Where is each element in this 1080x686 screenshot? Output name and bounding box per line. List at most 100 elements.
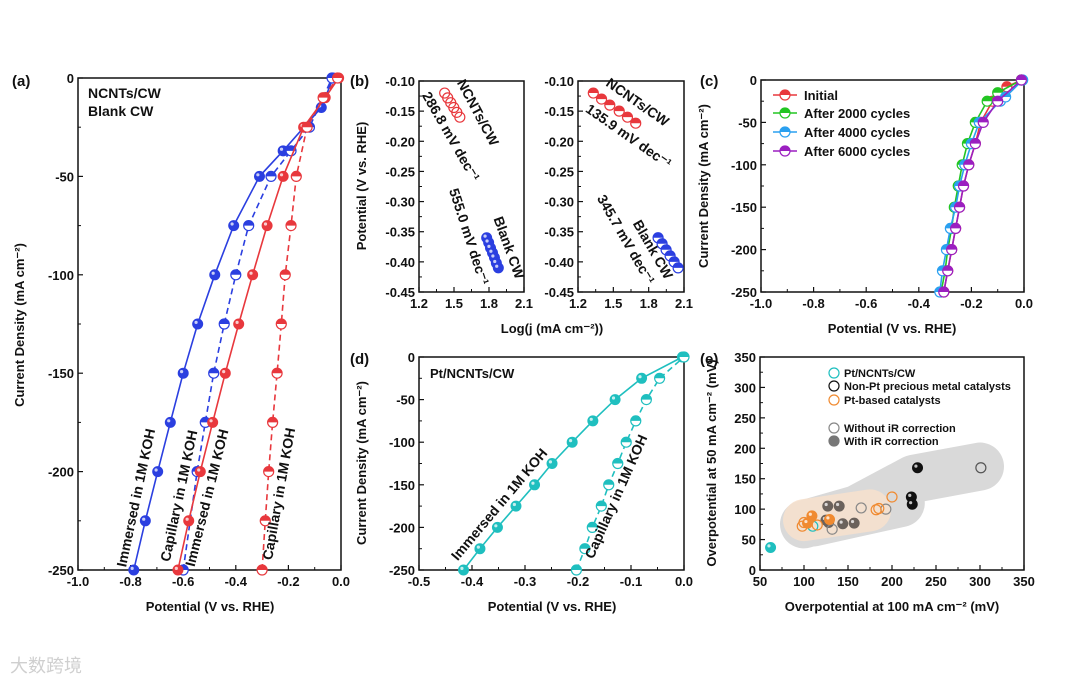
y-tick-label: -0.30 xyxy=(544,195,574,210)
y-tick-label: -150 xyxy=(48,366,74,381)
data-point-fill xyxy=(230,269,241,275)
panel-label: (b) xyxy=(350,73,369,90)
data-point-highlight xyxy=(512,502,516,507)
data-point-fill xyxy=(263,466,274,472)
legend-label: Pt/NCNTs/CW xyxy=(844,368,916,380)
data-point-fill xyxy=(596,501,607,507)
legend-label: Initial xyxy=(804,88,838,103)
y-tick-label: -50 xyxy=(396,393,415,408)
x-tick-label: 300 xyxy=(969,574,991,589)
data-point-highlight xyxy=(483,234,487,238)
legend-label: Non-Pt precious metal catalysts xyxy=(844,381,1011,393)
data-point-fill xyxy=(978,117,989,123)
x-tick-label: -1.0 xyxy=(750,296,772,311)
data-point xyxy=(228,220,240,232)
data-point-highlight xyxy=(279,147,284,151)
data-point xyxy=(636,372,648,384)
panel-label: (d) xyxy=(350,351,369,368)
data-point-fill xyxy=(654,373,665,379)
data-point xyxy=(912,462,924,474)
data-point-highlight xyxy=(197,468,201,472)
legend-label: After 6000 cycles xyxy=(804,144,910,159)
data-point-highlight xyxy=(185,517,189,521)
data-point-highlight xyxy=(839,520,843,524)
y-tick-label: -0.40 xyxy=(544,255,574,270)
x-axis-label: Potential (V vs. RHE) xyxy=(488,599,617,614)
x-tick-label: -0.6 xyxy=(855,296,877,311)
data-point-highlight xyxy=(485,239,489,243)
data-point-highlight xyxy=(230,222,234,226)
series-ncnts-cw-immersed xyxy=(172,72,345,576)
y-tick-label: -100 xyxy=(48,268,74,283)
legend-marker-fill xyxy=(780,90,790,95)
legend-marker-fill xyxy=(780,146,790,151)
y-tick-label: 300 xyxy=(734,380,756,395)
x-tick-label: -0.8 xyxy=(802,296,824,311)
data-point-fill xyxy=(673,262,684,268)
data-point-highlight xyxy=(180,370,184,374)
data-point-highlight xyxy=(256,173,260,177)
y-tick-label: -250 xyxy=(389,563,415,578)
data-point-fill xyxy=(622,112,633,118)
data-point-highlight xyxy=(808,512,812,516)
y-tick-label: -250 xyxy=(48,563,74,578)
x-tick-label: -0.1 xyxy=(620,574,642,589)
legend-marker xyxy=(828,380,840,392)
panel-a xyxy=(77,72,345,576)
x-axis-label: Overpotential at 100 mA cm⁻² (mV) xyxy=(785,599,999,614)
data-point-fill xyxy=(630,415,641,421)
x-tick-label: 1.5 xyxy=(604,296,622,311)
data-point-fill xyxy=(942,265,953,271)
data-point-fill xyxy=(272,368,283,374)
data-point xyxy=(277,170,289,182)
data-point-fill xyxy=(641,394,652,400)
data-point-highlight xyxy=(194,320,198,324)
data-point-highlight xyxy=(638,375,642,379)
data-point xyxy=(546,458,558,469)
y-axis-label: Current Density (mA cm⁻²) xyxy=(354,381,369,545)
y-tick-label: 0 xyxy=(749,563,756,578)
x-axis-label: Potential (V vs. RHE) xyxy=(828,321,957,336)
data-point-highlight xyxy=(914,464,918,468)
series-blank-cw xyxy=(652,232,684,274)
series-immersed-in-1m-koh xyxy=(458,351,688,576)
data-point-highlight xyxy=(909,501,913,505)
legend-item xyxy=(773,107,797,119)
x-tick-label: 1.2 xyxy=(410,296,428,311)
data-point xyxy=(824,513,836,525)
data-point-fill xyxy=(992,96,1003,102)
data-point xyxy=(529,479,541,491)
x-tick-label: -0.6 xyxy=(172,574,194,589)
data-point-highlight xyxy=(130,566,134,571)
series-non-pt-with-ir xyxy=(905,462,924,510)
y-tick-label: -0.10 xyxy=(385,74,415,89)
data-point xyxy=(566,436,578,448)
data-point xyxy=(822,500,834,512)
data-point xyxy=(837,518,849,530)
x-tick-label: 1.8 xyxy=(480,296,498,311)
data-point-fill xyxy=(260,515,271,521)
data-point xyxy=(802,517,814,529)
data-point-highlight xyxy=(142,517,146,521)
data-point-fill xyxy=(1016,75,1027,80)
data-point xyxy=(510,500,522,512)
data-point-fill xyxy=(982,96,993,102)
data-point-fill xyxy=(588,88,599,94)
y-axis-label: Current Density (mA cm⁻²) xyxy=(696,104,711,268)
data-point-highlight xyxy=(209,419,213,423)
y-tick-label: 150 xyxy=(734,472,756,487)
data-point xyxy=(975,462,987,474)
data-point-fill xyxy=(950,223,961,229)
data-point-highlight xyxy=(494,524,498,528)
data-point xyxy=(906,498,918,510)
data-point xyxy=(164,416,176,428)
x-tick-label: 200 xyxy=(881,574,903,589)
data-point-highlight xyxy=(824,502,828,507)
data-point-fill xyxy=(679,352,689,357)
x-tick-label: 0.0 xyxy=(332,574,350,589)
series-non-pt-without-ir xyxy=(975,462,987,474)
data-point-fill xyxy=(630,118,641,124)
data-point-fill xyxy=(587,522,598,528)
data-point xyxy=(609,394,621,406)
legend-item xyxy=(828,367,840,379)
